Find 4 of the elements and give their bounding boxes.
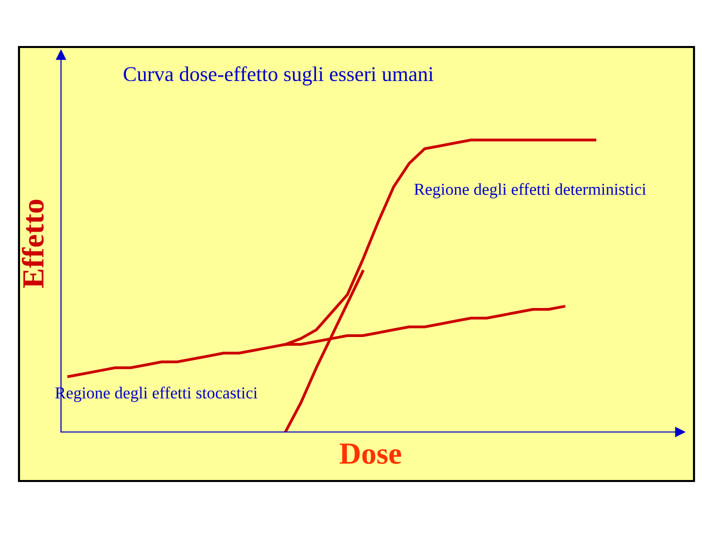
annotation: Regione degli effetti deterministici: [414, 183, 646, 198]
x-axis-title: Dose: [340, 444, 402, 464]
chart-title: Curva dose-effetto sugli esseri umani: [124, 66, 434, 86]
y-axis-title: Effetto: [22, 200, 44, 288]
